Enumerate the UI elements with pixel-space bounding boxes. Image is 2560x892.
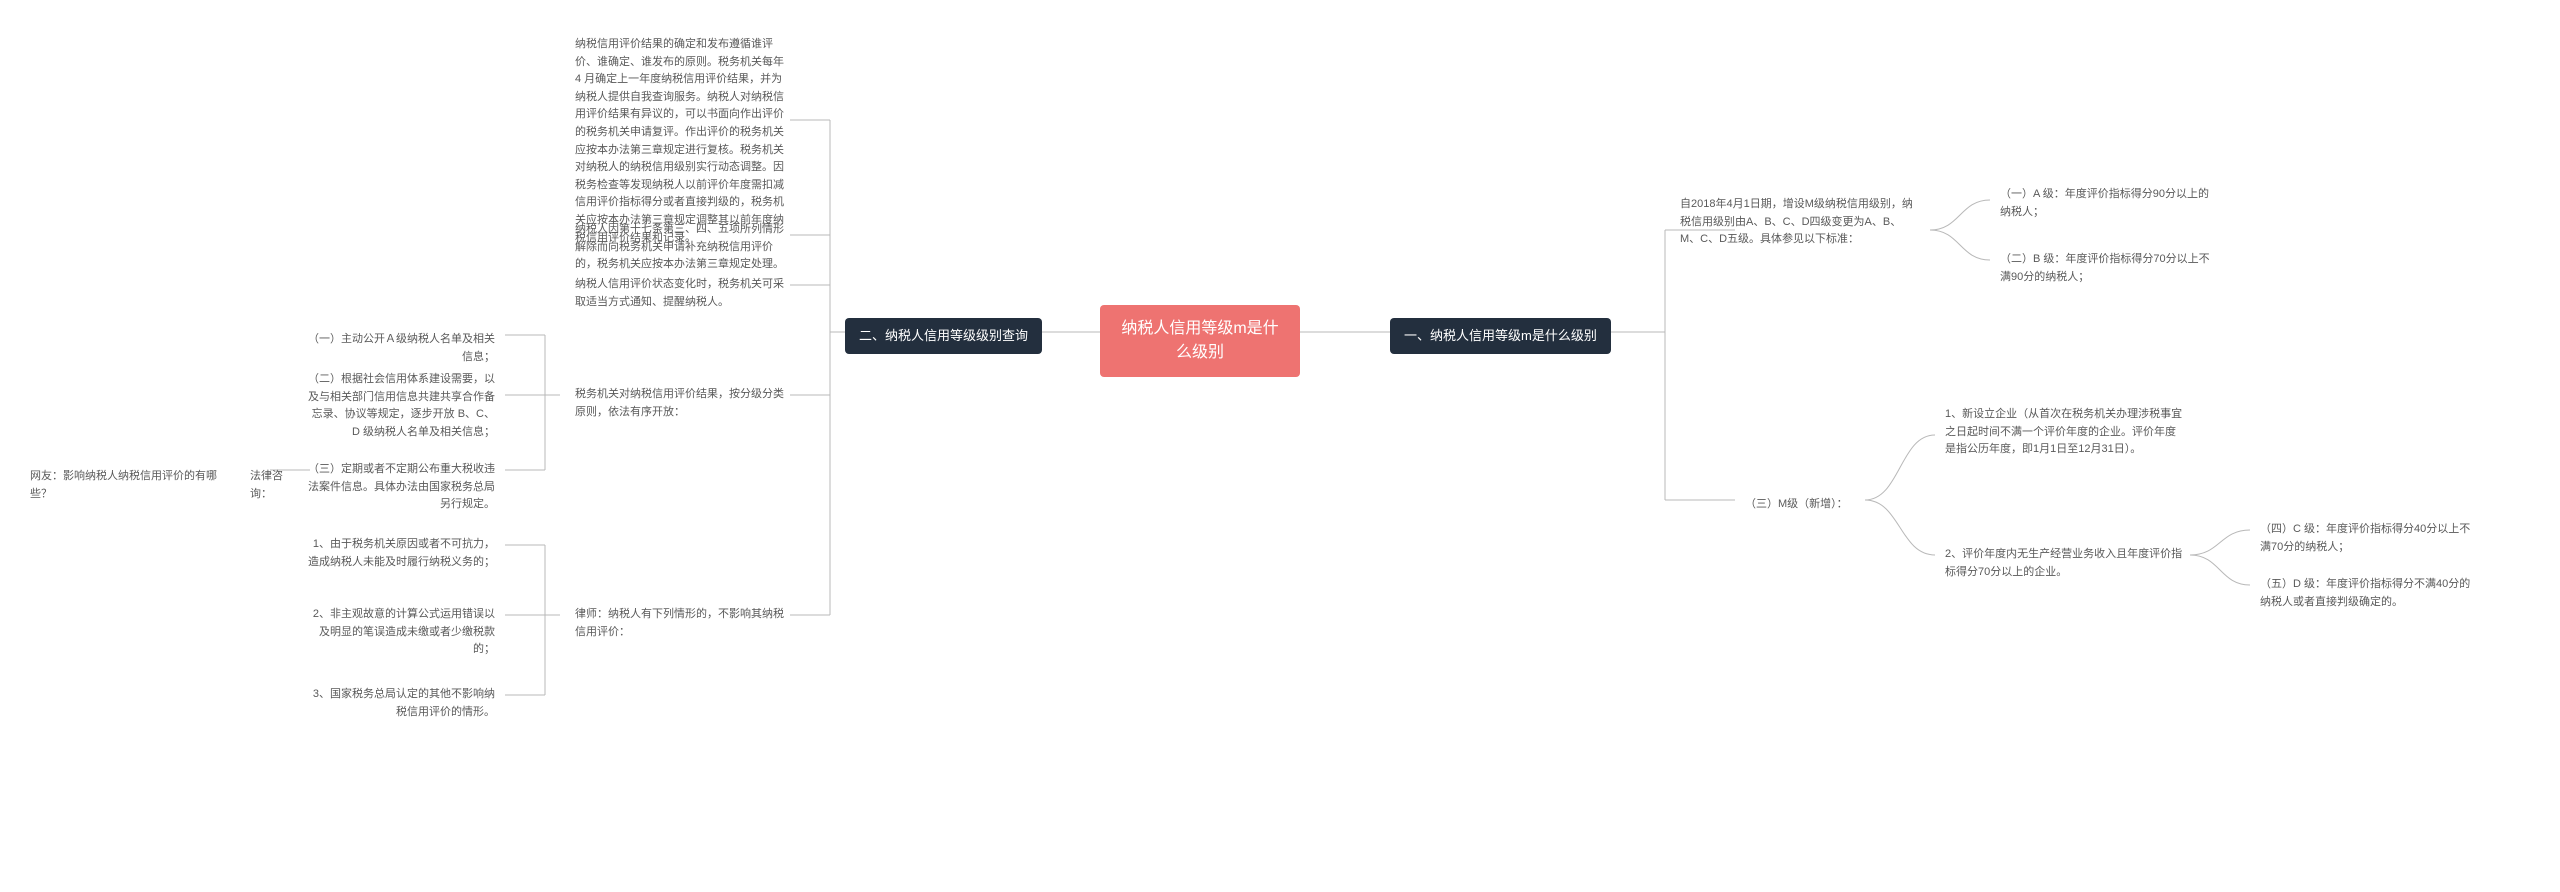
right-main: 一、纳税人信用等级m是什么级别: [1390, 318, 1611, 354]
qa-answer: 法律咨询：: [240, 462, 300, 509]
center-node: 纳税人信用等级m是什么级别: [1100, 305, 1300, 377]
left-p5: 律师：纳税人有下列情形的，不影响其纳税信用评价：: [565, 600, 795, 647]
grade-m1: 1、新设立企业（从首次在税务机关办理涉税事宜之日起时间不满一个评价年度的企业。评…: [1935, 400, 2195, 465]
p5-3: 3、国家税务总局认定的其他不影响纳税信用评价的情形。: [295, 680, 505, 727]
grade-a: （一）A 级：年度评价指标得分90分以上的纳税人；: [1990, 180, 2225, 227]
grade-c: （四）C 级：年度评价指标得分40分以上不满70分的纳税人；: [2250, 515, 2485, 562]
p4-3: （三）定期或者不定期公布重大税收违法案件信息。具体办法由国家税务总局另行规定。: [295, 455, 505, 520]
qa-question: 网友：影响纳税人纳税信用评价的有哪些？: [20, 462, 240, 509]
grade-m2: 2、评价年度内无生产经营业务收入且年度评价指标得分70分以上的企业。: [1935, 540, 2195, 587]
p4-2: （二）根据社会信用体系建设需要，以及与相关部门信用信息共建共享合作备忘录、协议等…: [295, 365, 505, 447]
p5-2: 2、非主观故意的计算公式运用错误以及明显的笔误造成未缴或者少缴税款的；: [295, 600, 505, 665]
grade-d: （五）D 级：年度评价指标得分不满40分的纳税人或者直接判级确定的。: [2250, 570, 2485, 617]
grade-b: （二）B 级：年度评价指标得分70分以上不满90分的纳税人；: [1990, 245, 2225, 292]
left-p3: 纳税人信用评价状态变化时，税务机关可采取适当方式通知、提醒纳税人。: [565, 270, 795, 317]
grade-m-label: （三）M级（新增）：: [1735, 490, 1865, 520]
left-p4: 税务机关对纳税信用评价结果，按分级分类原则，依法有序开放：: [565, 380, 795, 427]
p5-1: 1、由于税务机关原因或者不可抗力，造成纳税人未能及时履行纳税义务的；: [295, 530, 505, 577]
left-main: 二、纳税人信用等级级别查询: [845, 318, 1042, 354]
right-intro: 自2018年4月1日期，增设M级纳税信用级别，纳税信用级别由A、B、C、D四级变…: [1670, 190, 1930, 255]
